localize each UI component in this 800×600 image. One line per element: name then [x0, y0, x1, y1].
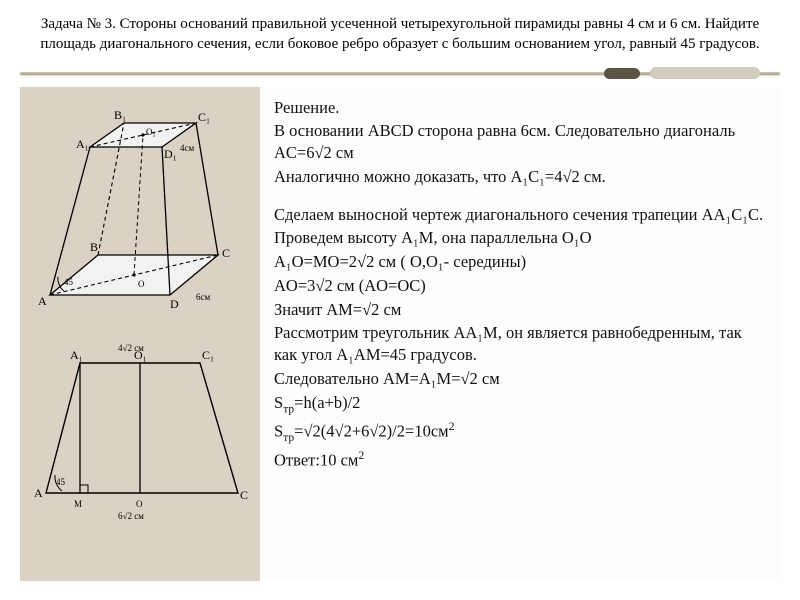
svg-text:A₁: A₁ [76, 137, 89, 151]
svg-text:C: C [222, 246, 230, 260]
problem-statement: Задача № 3. Стороны оснований правильной… [20, 14, 780, 65]
diagram-2d-section: 4√2 см A A₁ O₁ C₁ C [28, 333, 254, 523]
solution-line: A₁O=MO=2√2 см ( O,O₁- середины) [274, 251, 766, 273]
solution-line: Аналогично можно доказать, что A₁C₁=4√2 … [274, 166, 766, 188]
solution-line: В основании ABCD сторона равна 6см. След… [274, 120, 766, 164]
svg-text:B₁: B₁ [114, 108, 126, 122]
svg-text:D: D [170, 297, 179, 311]
solution-line: Sтр=√2(4√2+6√2)/2=10см2 [274, 419, 766, 446]
solution-header: Решение. [274, 97, 766, 119]
solution-line: Сделаем выносной чертеж диагонального се… [274, 204, 766, 226]
svg-text:A: A [34, 486, 43, 500]
solution-line: Проведем высоту A₁M, она параллельна O₁O [274, 227, 766, 249]
solution-answer: Ответ:10 см2 [274, 448, 766, 471]
svg-text:6см: 6см [196, 292, 210, 302]
solution-text: Решение. В основании ABCD сторона равна … [260, 87, 780, 581]
svg-text:C: C [240, 488, 248, 502]
solution-line: Sтр=h(a+b)/2 [274, 392, 766, 418]
solution-line: Значит AM=√2 см [274, 299, 766, 321]
svg-text:45: 45 [56, 477, 66, 487]
diagram-3d-frustum: A B C D A₁ B₁ C₁ D₁ O₁ O 45 6см 4см [28, 95, 254, 315]
solution-line: Рассмотрим треугольник AA₁M, он является… [274, 322, 766, 366]
svg-text:M: M [74, 499, 82, 509]
svg-text:6√2 см: 6√2 см [118, 511, 144, 521]
accent-rule [20, 67, 780, 81]
solution-line: AO=3√2 см (AO=OC) [274, 275, 766, 297]
svg-text:D₁: D₁ [164, 147, 177, 161]
svg-text:O: O [138, 279, 145, 289]
svg-text:C₁: C₁ [202, 348, 214, 362]
solution-line: Следовательно AM=A₁M=√2 см [274, 368, 766, 390]
svg-text:45: 45 [64, 277, 74, 287]
svg-text:B: B [90, 240, 98, 254]
svg-text:C₁: C₁ [198, 110, 210, 124]
svg-text:O₁: O₁ [134, 348, 147, 362]
svg-text:4см: 4см [180, 143, 194, 153]
svg-text:A₁: A₁ [70, 348, 83, 362]
svg-text:O: O [136, 499, 143, 509]
svg-text:A: A [38, 294, 47, 308]
svg-text:O₁: O₁ [146, 127, 156, 137]
